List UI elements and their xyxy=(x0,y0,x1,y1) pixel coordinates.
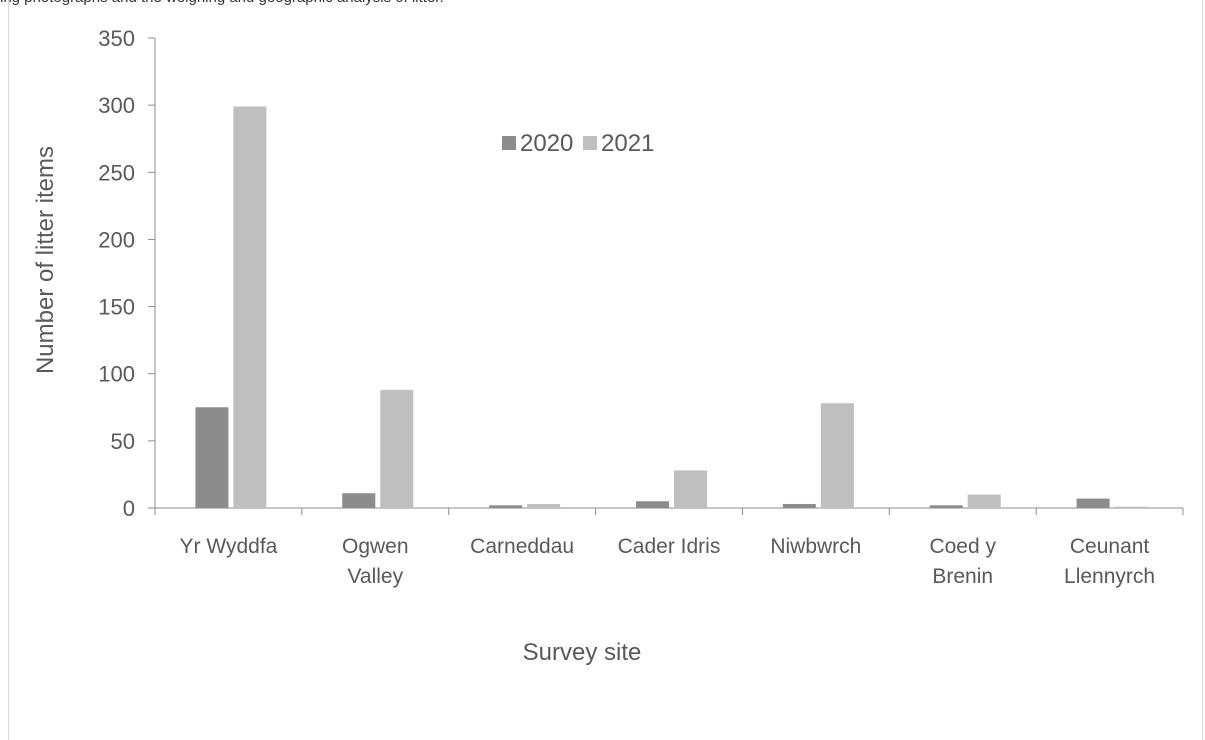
legend-swatch-2021 xyxy=(583,136,597,150)
bar-2020-5 xyxy=(929,505,963,508)
bar-2020-2 xyxy=(489,505,523,508)
bar-2020-4 xyxy=(782,503,816,508)
y-tick-label: 100 xyxy=(98,362,135,387)
x-axis-title: Survey site xyxy=(523,639,642,666)
x-tick-label: Ogwen Valley xyxy=(342,535,409,588)
y-tick-label: 250 xyxy=(98,160,135,185)
y-tick-label: 50 xyxy=(111,429,135,454)
bar-2020-1 xyxy=(342,493,376,508)
bars xyxy=(195,106,1148,508)
y-axis-title: Number of litter items xyxy=(32,146,59,374)
bar-2021-3 xyxy=(674,470,707,508)
y-tick-label: 150 xyxy=(98,295,135,320)
bar-2021-1 xyxy=(380,389,414,508)
caption-fragment: ing photographs and the weighing and geo… xyxy=(0,0,1205,11)
x-tick-label: Cader Idris xyxy=(618,535,721,558)
bar-2020-6 xyxy=(1076,498,1110,508)
x-tick-label: Coed y Brenin xyxy=(929,535,996,588)
x-axis: Yr Wyddfa Ogwen Valley Carneddau Cader Idris… xyxy=(154,507,1184,588)
x-tick-label: Niwbwrch xyxy=(770,535,861,558)
legend-swatch-2020 xyxy=(502,136,516,150)
bar-2021-5 xyxy=(967,494,1001,508)
y-tick-label: 200 xyxy=(98,227,135,252)
y-tick-label: 350 xyxy=(98,26,135,51)
x-tick-label: Yr Wyddfa xyxy=(180,535,278,558)
bar-2021-4 xyxy=(820,403,854,508)
chart-frame xyxy=(8,0,1203,740)
y-axis: 0 50 100 150 200 250 300 350 xyxy=(98,26,156,521)
x-tick-label: Carneddau xyxy=(470,535,574,558)
bar-2021-0 xyxy=(233,106,267,508)
bar-2020-3 xyxy=(636,501,669,508)
legend-label-2020: 2020 xyxy=(520,130,573,157)
bar-2021-2 xyxy=(527,503,561,508)
x-tick-label: Ceunant Llennyrch xyxy=(1064,535,1155,588)
y-tick-label: 300 xyxy=(98,93,135,118)
legend: 2020 2021 xyxy=(502,130,654,157)
y-tick-label: 0 xyxy=(123,496,135,521)
bar-2020-0 xyxy=(195,407,229,508)
legend-label-2021: 2021 xyxy=(601,130,654,157)
bar-2021-6 xyxy=(1114,506,1148,508)
